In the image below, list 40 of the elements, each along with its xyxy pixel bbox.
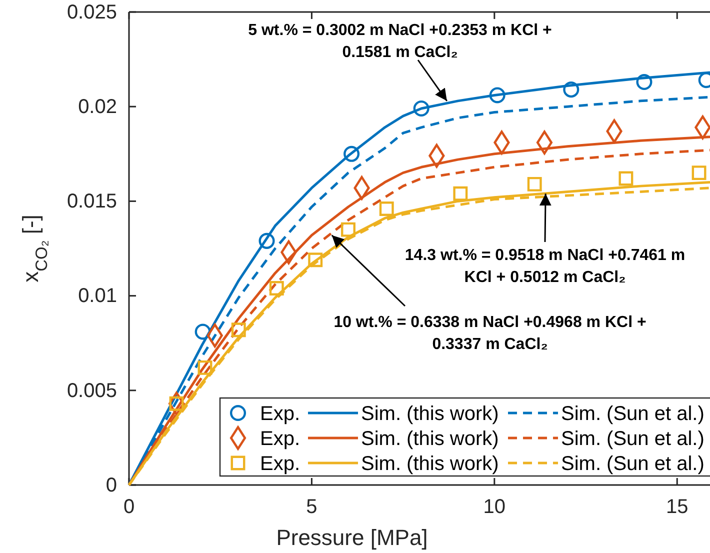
x-tick-label: 15: [666, 496, 688, 518]
point: [198, 360, 212, 375]
legend-label: Sim. (Sun et al.): [561, 428, 704, 450]
point: [618, 171, 634, 186]
legend-label: Sim. (Sun et al.): [561, 403, 704, 425]
x-tick-label: 10: [483, 496, 506, 518]
y-tick-label: 0.025: [66, 1, 117, 24]
point: [413, 100, 430, 116]
legend-label: Sim. (this work): [361, 453, 499, 475]
point: [489, 87, 506, 104]
point: [453, 186, 468, 201]
annotation: 14.3 wt.% = 0.9518 m NaCl +0.7461 m KCl + 0.5012 m CaCl₂: [404, 247, 686, 286]
point: [379, 202, 394, 216]
point: [636, 74, 652, 90]
y-tick-label: 0.01: [78, 285, 117, 308]
legend-label: Sim. (this work): [361, 428, 499, 450]
y-tick-label: 0.015: [66, 190, 117, 213]
x-axis-title: Pressure [MPa]: [276, 525, 428, 550]
annotation: 10 wt.% = 0.6338 m NaCl +0.4968 m KCl + 0.3337 m CaCl₂: [334, 314, 646, 353]
legend-label: Exp.: [260, 453, 300, 475]
point: [308, 252, 323, 268]
point: [194, 324, 211, 340]
legend-label: Sim. (this work): [361, 403, 499, 425]
x-tick-label: 0: [123, 496, 135, 518]
point: [341, 222, 356, 237]
point: [231, 322, 246, 338]
annotation: 5 wt.% = 0.3002 m NaCl +0.2353 m KCl + 0.1581 m CaCl₂: [248, 22, 552, 61]
point: [692, 166, 706, 180]
y-tick-label: 0.02: [78, 96, 117, 118]
point: [269, 281, 284, 296]
y-tick-label: 0: [106, 474, 117, 496]
legend-label: Sim. (Sun et al.): [561, 453, 704, 475]
legend-label: Exp.: [260, 403, 300, 425]
point: [258, 232, 275, 249]
legend-label: Exp.: [260, 428, 300, 450]
point: [563, 82, 580, 98]
point: [344, 146, 360, 162]
y-tick-label: 0.005: [66, 380, 117, 402]
point: [527, 176, 542, 192]
x-tick-label: 5: [306, 496, 318, 518]
